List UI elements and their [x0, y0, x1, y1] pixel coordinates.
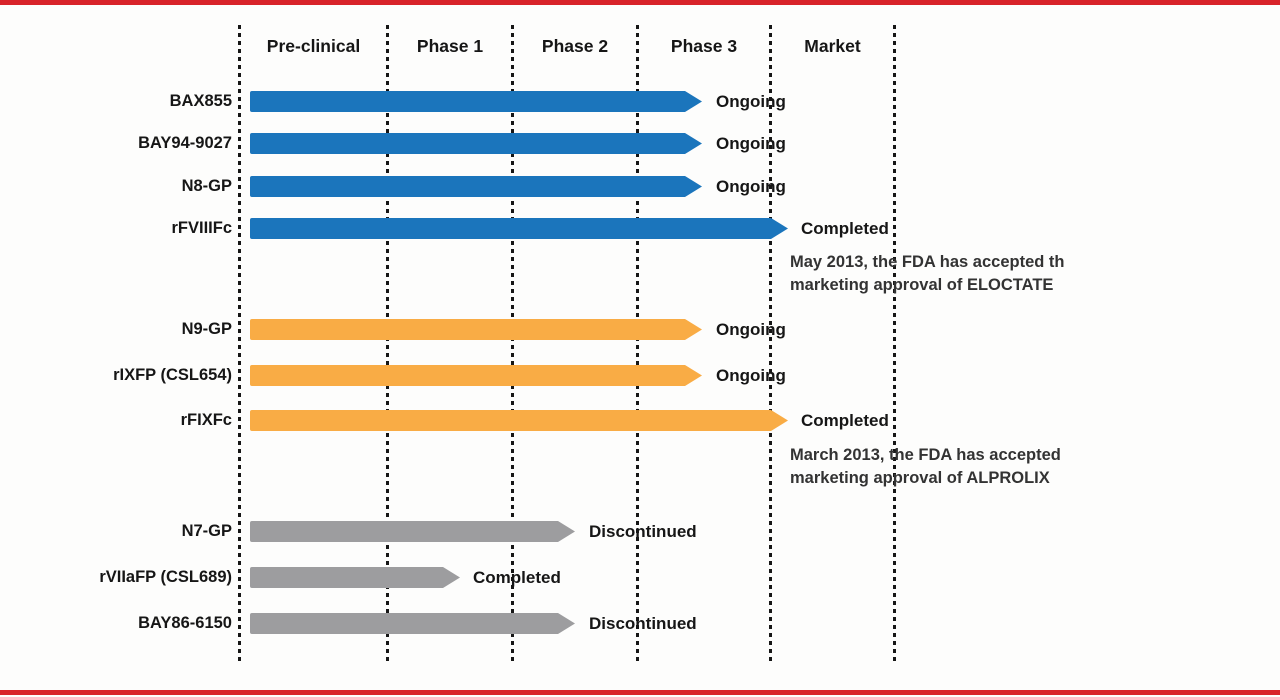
pipeline-row-n7-gp: N7-GP Discontinued: [0, 521, 1280, 542]
status-label: Ongoing: [716, 320, 786, 339]
drug-label: N8-GP: [181, 177, 232, 195]
phase-header-pre-clinical: Pre-clinical: [266, 36, 361, 56]
progress-arrow: [250, 521, 575, 542]
status-label: Ongoing: [716, 134, 786, 153]
annotation-line: May 2013, the FDA has accepted th: [790, 253, 1065, 271]
drug-label: rVIIaFP (CSL689): [99, 568, 232, 586]
phase-divider-line: [386, 25, 389, 665]
annotation-line: March 2013, the FDA has accepted: [790, 446, 1061, 464]
progress-arrow: [250, 176, 702, 197]
phase-divider-line: [511, 25, 514, 665]
drug-label: BAX855: [169, 92, 232, 110]
drug-label: BAY94-9027: [138, 134, 232, 152]
bottom-red-rule: [0, 690, 1280, 695]
top-red-rule: [0, 0, 1280, 5]
drug-label: N7-GP: [181, 522, 232, 540]
progress-arrow: [250, 133, 702, 154]
annotation-line: marketing approval of ELOCTATE: [790, 276, 1054, 294]
pipeline-row-bay94-9027: BAY94-9027 Ongoing: [0, 133, 1280, 154]
drug-label: rFIXFc: [180, 411, 232, 429]
status-label: Completed: [801, 411, 889, 430]
progress-arrow: [250, 410, 788, 431]
pipeline-row-rfviiifc: rFVIIIFc Completed: [0, 218, 1280, 239]
phase-divider-line: [769, 25, 772, 665]
phase-header-market: Market: [804, 36, 861, 56]
progress-arrow: [250, 319, 702, 340]
phase-divider-line: [636, 25, 639, 665]
drug-label: rFVIIIFc: [171, 219, 232, 237]
progress-arrow: [250, 91, 702, 112]
pipeline-row-n9-gp: N9-GP Ongoing: [0, 319, 1280, 340]
status-label: Completed: [801, 219, 889, 238]
drug-label: N9-GP: [181, 320, 232, 338]
status-label: Ongoing: [716, 366, 786, 385]
status-label: Ongoing: [716, 92, 786, 111]
annotation-line: marketing approval of ALPROLIX: [790, 469, 1050, 487]
phase-divider-line: [893, 25, 896, 665]
pipeline-row-rixfp-csl654: rIXFP (CSL654) Ongoing: [0, 365, 1280, 386]
drug-label: BAY86-6150: [138, 614, 232, 632]
phase-header-phase-3: Phase 3: [670, 36, 738, 56]
fda-annotation-eloctate: May 2013, the FDA has accepted th market…: [790, 251, 1280, 297]
pipeline-row-rfixfc: rFIXFc Completed: [0, 410, 1280, 431]
progress-arrow: [250, 218, 788, 239]
pipeline-row-bay86-6150: BAY86-6150 Discontinued: [0, 613, 1280, 634]
status-label: Discontinued: [589, 522, 697, 541]
progress-arrow: [250, 365, 702, 386]
drug-label: rIXFP (CSL654): [113, 366, 232, 384]
pipeline-row-n8-gp: N8-GP Ongoing: [0, 176, 1280, 197]
progress-arrow: [250, 567, 460, 588]
phase-header-phase-1: Phase 1: [416, 36, 484, 56]
status-label: Completed: [473, 568, 561, 587]
pipeline-row-rviiafp-csl689: rVIIaFP (CSL689) Completed: [0, 567, 1280, 588]
pipeline-row-bax855: BAX855 Ongoing: [0, 91, 1280, 112]
phase-header-phase-2: Phase 2: [541, 36, 609, 56]
phase-divider-line: [238, 25, 241, 665]
status-label: Discontinued: [589, 614, 697, 633]
fda-annotation-alprolix: March 2013, the FDA has accepted marketi…: [790, 444, 1280, 490]
progress-arrow: [250, 613, 575, 634]
status-label: Ongoing: [716, 177, 786, 196]
